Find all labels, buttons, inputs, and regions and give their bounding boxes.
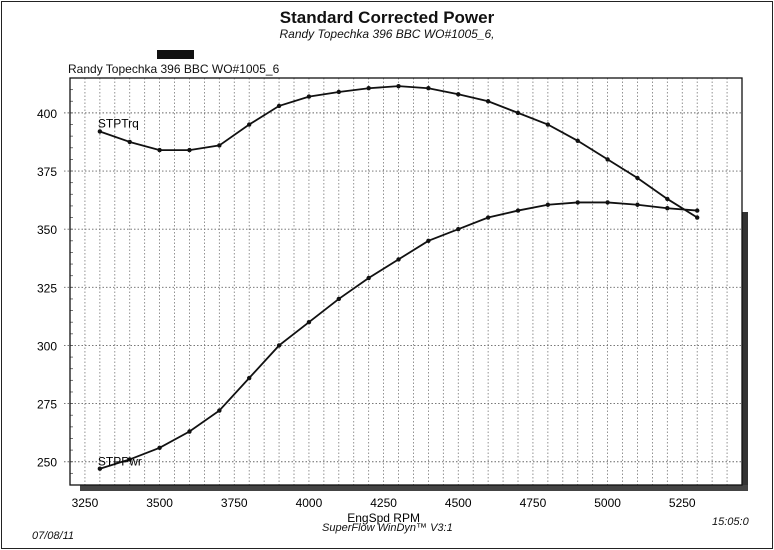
data-point-stptrq	[217, 143, 222, 148]
y-tick-label: 350	[37, 223, 57, 237]
redaction-bar	[157, 50, 194, 59]
x-tick-label: 4750	[520, 496, 547, 510]
data-point-stptrq	[515, 110, 521, 116]
series-label-stppwr: STPPwr	[98, 455, 142, 469]
data-point-stppwr	[366, 275, 371, 281]
data-point-stppwr	[157, 445, 162, 450]
data-point-stptrq	[456, 92, 461, 97]
y-tick-label: 325	[37, 281, 57, 295]
y-tick-label: 275	[37, 398, 57, 412]
data-point-stppwr	[485, 215, 491, 220]
data-point-stptrq	[575, 138, 580, 143]
data-point-stppwr	[545, 202, 551, 207]
data-point-stptrq	[635, 175, 640, 181]
data-point-stppwr	[396, 257, 401, 262]
data-point-stptrq	[187, 147, 192, 153]
x-tick-label: 4250	[370, 496, 397, 510]
data-point-stptrq	[306, 94, 312, 99]
x-tick-label: 4500	[445, 496, 472, 510]
data-point-stppwr	[635, 202, 640, 207]
plot-label: Randy Topechka 396 BBC WO#1005_6	[68, 62, 280, 76]
data-point-stptrq	[276, 103, 282, 109]
frame-shadow-bottom	[80, 485, 748, 491]
data-point-stptrq	[127, 139, 132, 145]
data-point-stppwr	[575, 200, 580, 205]
data-point-stppwr	[665, 206, 670, 211]
data-point-stppwr	[426, 238, 431, 243]
x-tick-label: 5250	[669, 496, 696, 510]
data-point-stppwr	[247, 375, 252, 381]
data-point-stppwr	[276, 343, 282, 348]
y-tick-label: 250	[37, 456, 57, 470]
footer-time: 15:05:0	[712, 516, 749, 528]
chart-title: Standard Corrected Power	[279, 8, 495, 27]
x-tick-label: 3250	[72, 496, 99, 510]
chart-subtitle: Randy Topechka 396 BBC WO#1005_6,	[279, 27, 495, 41]
data-point-stppwr	[97, 466, 103, 471]
data-point-stptrq	[396, 83, 401, 89]
data-point-stptrq	[336, 89, 341, 95]
data-point-stppwr	[605, 200, 610, 205]
data-point-stptrq	[157, 147, 162, 153]
data-point-stptrq	[545, 122, 551, 127]
x-tick-label: 5000	[594, 496, 621, 510]
data-point-stptrq	[695, 215, 700, 220]
x-tick-label: 4000	[296, 496, 323, 510]
plot-frame	[69, 77, 743, 486]
y-tick-label: 300	[37, 339, 57, 353]
frame-shadow-right	[742, 212, 748, 491]
data-point-stptrq	[485, 99, 491, 104]
data-point-stppwr	[336, 296, 341, 302]
data-point-stptrq	[605, 157, 610, 162]
data-point-stptrq	[247, 122, 252, 127]
data-point-stptrq	[97, 129, 103, 134]
data-point-stppwr	[306, 320, 312, 325]
y-tick-label: 400	[37, 107, 57, 121]
series-label-stptrq: STPTrq	[98, 116, 139, 130]
data-point-stppwr	[217, 408, 222, 413]
data-point-stppwr	[456, 226, 461, 232]
data-point-stppwr	[187, 429, 192, 434]
footer-software: SuperFlow WinDyn™ V3:1	[322, 522, 453, 534]
data-point-stptrq	[665, 196, 670, 202]
x-tick-label: 3500	[146, 496, 173, 510]
data-point-stppwr	[695, 208, 700, 213]
footer-date: 07/08/11	[32, 530, 75, 542]
data-point-stptrq	[426, 86, 431, 91]
x-tick-label: 3750	[221, 496, 248, 510]
data-point-stptrq	[366, 86, 371, 91]
y-tick-label: 375	[37, 165, 57, 179]
data-point-stppwr	[515, 208, 521, 213]
x-axis-label: EngSpd RPM	[347, 511, 420, 525]
data-point-stppwr	[127, 457, 132, 462]
